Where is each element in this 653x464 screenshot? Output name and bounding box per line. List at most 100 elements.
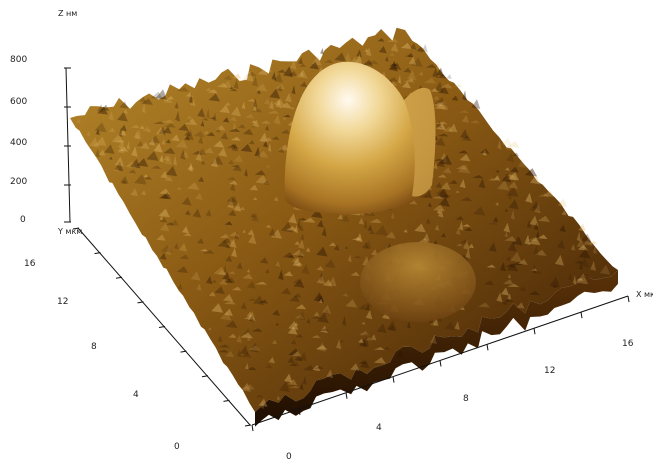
roughness-speck — [525, 192, 533, 203]
roughness-speck — [432, 158, 445, 162]
roughness-speck — [190, 271, 201, 281]
roughness-speck — [267, 142, 272, 152]
roughness-speck — [293, 322, 299, 326]
roughness-speck — [148, 135, 161, 144]
roughness-speck — [433, 162, 438, 170]
roughness-speck — [288, 348, 301, 357]
roughness-speck — [488, 178, 496, 181]
roughness-speck — [478, 302, 490, 308]
roughness-speck — [241, 352, 252, 358]
roughness-speck — [242, 70, 254, 82]
roughness-speck — [121, 180, 127, 185]
roughness-speck — [229, 182, 236, 192]
roughness-speck — [251, 212, 259, 222]
roughness-speck — [283, 271, 294, 277]
large-dome — [284, 61, 436, 215]
roughness-speck — [200, 120, 205, 127]
roughness-speck — [301, 264, 310, 275]
roughness-speck — [175, 139, 188, 149]
roughness-speck — [434, 137, 446, 147]
roughness-speck — [518, 157, 526, 169]
roughness-speck — [306, 318, 311, 324]
roughness-speck — [508, 181, 518, 189]
roughness-speck — [537, 234, 548, 239]
roughness-speck — [229, 88, 238, 92]
roughness-speck — [246, 281, 256, 289]
roughness-speck — [192, 150, 203, 155]
roughness-speck — [295, 262, 304, 266]
roughness-speck — [576, 238, 585, 249]
roughness-speck — [326, 369, 334, 378]
roughness-speck — [362, 241, 370, 250]
roughness-speck — [366, 60, 379, 65]
roughness-speck — [203, 130, 209, 134]
roughness-speck — [293, 292, 302, 298]
roughness-speck — [283, 66, 294, 78]
roughness-speck — [512, 262, 524, 266]
roughness-speck — [300, 70, 304, 77]
axis-tick — [251, 424, 254, 432]
roughness-speck — [535, 230, 540, 239]
roughness-speck — [225, 320, 238, 329]
roughness-speck — [427, 202, 432, 208]
roughness-speck — [578, 274, 591, 279]
roughness-speck — [356, 49, 362, 58]
roughness-speck — [255, 83, 268, 92]
roughness-speck — [532, 265, 536, 273]
axis-tick — [244, 424, 252, 427]
roughness-speck — [401, 81, 411, 89]
roughness-speck — [295, 334, 304, 338]
roughness-speck — [463, 239, 470, 250]
roughness-speck — [313, 366, 324, 370]
roughness-speck — [252, 119, 260, 128]
roughness-speck — [321, 304, 332, 315]
roughness-speck — [451, 95, 459, 101]
roughness-speck — [457, 164, 471, 174]
roughness-speck — [227, 159, 234, 165]
roughness-speck — [280, 129, 291, 135]
roughness-speck — [219, 233, 230, 239]
roughness-speck — [243, 315, 255, 320]
roughness-speck — [294, 354, 303, 362]
roughness-speck — [434, 101, 447, 110]
roughness-speck — [409, 200, 418, 205]
roughness-speck — [433, 318, 439, 327]
x-tick-label: 4 — [376, 423, 382, 433]
roughness-speck — [207, 89, 218, 94]
roughness-speck — [567, 273, 573, 281]
roughness-speck — [386, 38, 399, 43]
roughness-speck — [273, 114, 281, 125]
roughness-speck — [508, 199, 519, 210]
roughness-speck — [583, 236, 593, 246]
roughness-speck — [383, 346, 390, 351]
roughness-speck — [222, 294, 234, 302]
roughness-speck — [506, 283, 520, 288]
roughness-speck — [487, 221, 499, 225]
roughness-speck — [449, 179, 458, 185]
roughness-speck — [180, 149, 186, 160]
roughness-speck — [385, 231, 396, 239]
roughness-speck — [202, 117, 209, 121]
roughness-speck — [322, 279, 333, 287]
x-tick-label: 16 — [622, 339, 634, 349]
roughness-speck — [159, 217, 168, 223]
roughness-speck — [197, 108, 206, 118]
roughness-speck — [273, 98, 285, 106]
roughness-speck — [267, 110, 280, 114]
roughness-speck — [246, 298, 257, 301]
roughness-speck — [258, 398, 268, 407]
roughness-speck — [230, 136, 241, 141]
roughness-speck — [316, 295, 322, 299]
axis-tick — [486, 344, 489, 351]
roughness-speck — [400, 42, 412, 50]
roughness-speck — [453, 84, 464, 88]
roughness-speck — [155, 89, 168, 100]
roughness-speck — [232, 73, 242, 79]
roughness-speck — [455, 215, 464, 221]
roughness-speck — [111, 133, 124, 144]
roughness-speck — [165, 139, 171, 144]
roughness-speck — [478, 178, 486, 189]
roughness-speck — [352, 237, 362, 241]
roughness-speck — [592, 245, 597, 255]
y-tick-labels: 16 12 8 4 0 — [24, 259, 180, 452]
